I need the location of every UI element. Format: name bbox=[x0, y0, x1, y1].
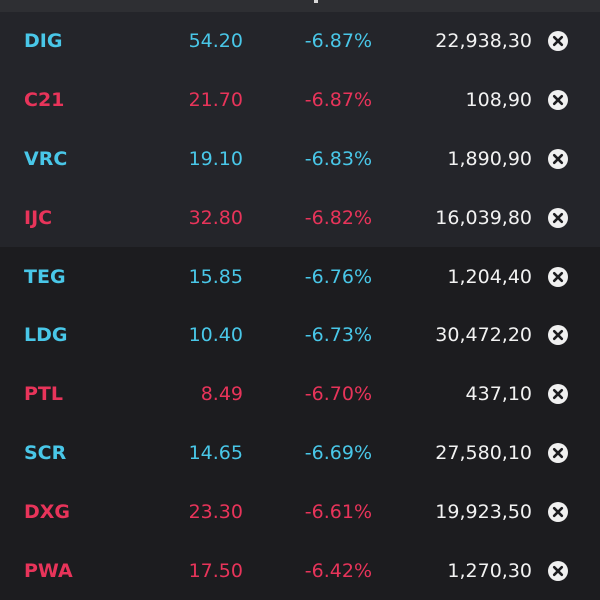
stock-change: -6.82% bbox=[304, 206, 372, 229]
stock-change: -6.70% bbox=[304, 383, 372, 406]
stock-volume: 27,580,10 bbox=[435, 441, 532, 464]
top-strip bbox=[0, 0, 600, 12]
stock-volume: 30,472,20 bbox=[435, 324, 532, 347]
close-circle-icon[interactable] bbox=[548, 31, 568, 52]
table-row[interactable]: TEG 15.85 -6.76% 1,204,40 bbox=[0, 247, 600, 306]
stock-volume: 108,90 bbox=[465, 89, 532, 112]
close-circle-icon[interactable] bbox=[548, 266, 568, 287]
stock-change: -6.69% bbox=[304, 441, 372, 464]
stock-change: -6.76% bbox=[304, 265, 372, 288]
stock-symbol: SCR bbox=[24, 441, 67, 464]
stock-price: 23.30 bbox=[188, 500, 243, 523]
stock-volume: 19,923,50 bbox=[435, 500, 532, 523]
stock-volume: 1,270,30 bbox=[447, 559, 532, 582]
table-row[interactable]: DXG 23.30 -6.61% 19,923,50 bbox=[0, 482, 600, 542]
stock-volume: 1,890,90 bbox=[447, 147, 532, 170]
table-row[interactable]: C21 21.70 -6.87% 108,90 bbox=[0, 70, 600, 130]
stock-symbol: C21 bbox=[24, 89, 65, 112]
close-circle-icon[interactable] bbox=[548, 148, 568, 169]
stock-price: 32.80 bbox=[188, 206, 243, 229]
stock-price: 15.85 bbox=[188, 265, 243, 288]
stock-price: 17.50 bbox=[188, 559, 243, 582]
close-circle-icon[interactable] bbox=[548, 560, 568, 581]
close-circle-icon[interactable] bbox=[548, 90, 568, 111]
stock-price: 21.70 bbox=[188, 89, 243, 112]
stock-change: -6.87% bbox=[304, 30, 372, 53]
stock-symbol: IJC bbox=[24, 206, 53, 229]
table-row[interactable]: PWA 17.50 -6.42% 1,270,30 bbox=[0, 541, 600, 600]
table-row[interactable]: VRC 19.10 -6.83% 1,890,90 bbox=[0, 129, 600, 189]
stock-change: -6.42% bbox=[304, 559, 372, 582]
stock-symbol: PWA bbox=[24, 559, 73, 582]
stock-price: 10.40 bbox=[188, 324, 243, 347]
table-row[interactable]: PTL 8.49 -6.70% 437,10 bbox=[0, 364, 600, 424]
header-fragment bbox=[314, 0, 318, 3]
stock-price: 14.65 bbox=[188, 441, 243, 464]
stock-change: -6.87% bbox=[304, 89, 372, 112]
stock-list: DIG 54.20 -6.87% 22,938,30 C21 21.70 -6.… bbox=[0, 12, 600, 600]
stock-symbol: DIG bbox=[24, 30, 63, 53]
stock-volume: 1,204,40 bbox=[447, 265, 532, 288]
stock-symbol: VRC bbox=[24, 147, 68, 170]
close-circle-icon[interactable] bbox=[548, 207, 568, 228]
table-row[interactable]: SCR 14.65 -6.69% 27,580,10 bbox=[0, 423, 600, 483]
stock-symbol: TEG bbox=[24, 265, 66, 288]
stock-change: -6.61% bbox=[304, 500, 372, 523]
stock-price: 8.49 bbox=[200, 383, 243, 406]
table-row[interactable]: DIG 54.20 -6.87% 22,938,30 bbox=[0, 12, 600, 71]
stock-symbol: LDG bbox=[24, 324, 68, 347]
stock-volume: 437,10 bbox=[465, 383, 532, 406]
close-circle-icon[interactable] bbox=[548, 325, 568, 346]
stock-change: -6.83% bbox=[304, 147, 372, 170]
close-circle-icon[interactable] bbox=[548, 442, 568, 463]
stock-volume: 22,938,30 bbox=[435, 30, 532, 53]
stock-price: 54.20 bbox=[188, 30, 243, 53]
table-row[interactable]: IJC 32.80 -6.82% 16,039,80 bbox=[0, 188, 600, 248]
stock-symbol: PTL bbox=[24, 383, 63, 406]
close-circle-icon[interactable] bbox=[548, 384, 568, 405]
stock-symbol: DXG bbox=[24, 500, 71, 523]
stock-volume: 16,039,80 bbox=[435, 206, 532, 229]
stock-change: -6.73% bbox=[304, 324, 372, 347]
stock-price: 19.10 bbox=[188, 147, 243, 170]
table-row[interactable]: LDG 10.40 -6.73% 30,472,20 bbox=[0, 305, 600, 365]
close-circle-icon[interactable] bbox=[548, 501, 568, 522]
